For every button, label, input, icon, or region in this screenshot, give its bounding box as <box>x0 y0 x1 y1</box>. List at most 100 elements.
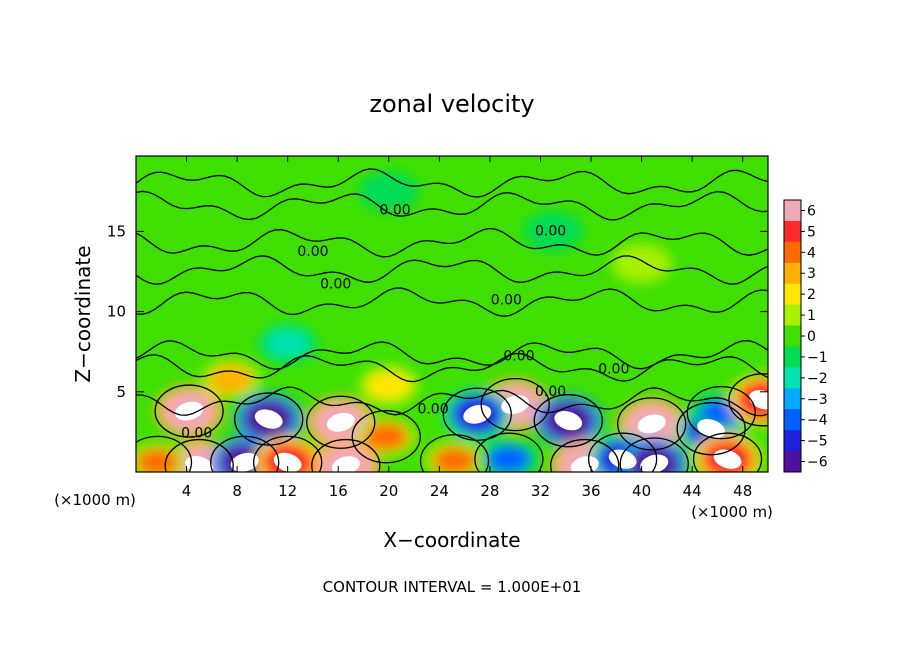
contour-loop <box>311 438 381 472</box>
field-core <box>554 411 583 431</box>
contour-label: 0.00 <box>380 203 411 219</box>
contour-line <box>136 190 768 221</box>
colorbar-swatch <box>784 220 801 243</box>
field-anomaly <box>432 446 477 472</box>
x-tick-label: 20 <box>379 482 398 500</box>
contour-label: 0.00 <box>417 401 448 417</box>
x-tick-label: 48 <box>733 482 752 500</box>
field-core <box>331 456 360 472</box>
contour-loop <box>419 434 490 472</box>
field-core <box>273 452 302 472</box>
field-anomaly <box>265 329 310 358</box>
colorbar-swatch <box>784 388 801 410</box>
contour-loop <box>306 395 376 449</box>
contour-loop <box>588 432 658 472</box>
field-anomaly <box>366 177 411 206</box>
colorbar-tick-label: 4 <box>807 245 816 261</box>
colorbar-swatch <box>784 262 801 285</box>
contour-loop <box>686 385 756 440</box>
x-tick-label: 44 <box>683 482 702 500</box>
contour-loop <box>692 432 763 472</box>
colorbar-swatch <box>784 367 801 389</box>
colorbar: 6 5 4 3 2 1 0 −1 −2 −3 −4 −5 −6 <box>783 199 828 473</box>
field-core <box>749 390 768 410</box>
field-core <box>463 404 492 424</box>
contour-loop <box>253 435 323 472</box>
contour-loop <box>619 437 689 472</box>
field-anomaly <box>619 249 664 278</box>
x-tick-label: 28 <box>480 482 499 500</box>
colorbar-swatch <box>784 304 801 327</box>
y-tick-label: 15 <box>107 222 126 240</box>
contour-loop <box>533 394 603 448</box>
field-anomaly <box>366 371 411 400</box>
contour-loop <box>210 435 280 472</box>
contour-loop <box>164 438 234 472</box>
x-tick-label: 4 <box>182 482 192 500</box>
contour-labels: 0.00 0.00 0.00 0.00 0.00 0.00 0.00 0.00 0.00 0.00 <box>181 203 629 442</box>
colorbar-tick-label: 6 <box>807 203 816 219</box>
x-unit-right: (×1000 m) <box>691 503 773 521</box>
colorbar-tick-label: 3 <box>807 266 816 282</box>
contour-loop <box>676 402 746 456</box>
contour-loop <box>474 432 544 472</box>
contour-line <box>136 168 768 198</box>
x-axis: 4 8 12 16 20 24 28 32 36 40 44 48 <box>182 156 752 500</box>
contour-label: 0.00 <box>535 223 566 239</box>
colorbar-swatch <box>784 451 801 473</box>
contour-line <box>136 255 768 285</box>
contour-interval-note: CONTOUR INTERVAL = 1.000E+01 <box>323 578 582 596</box>
contour-line <box>136 227 768 258</box>
contour-label: 0.00 <box>491 292 522 308</box>
field-core <box>230 452 259 472</box>
contour-label: 0.00 <box>181 426 212 442</box>
field-core <box>326 412 355 432</box>
contour-loop <box>480 377 550 432</box>
x-tick-label: 8 <box>232 482 242 500</box>
colorbar-tick-label: −6 <box>807 455 828 471</box>
y-tick-label: 5 <box>116 383 126 401</box>
colorbar-tick-label: 1 <box>807 308 816 324</box>
contour-lines <box>136 168 768 472</box>
contour-loop <box>136 435 193 472</box>
field-core <box>185 455 214 472</box>
colorbar-swatch <box>784 283 801 306</box>
colorbar-swatch <box>784 430 801 452</box>
colorbar-tick-label: −5 <box>807 434 828 450</box>
colorbar-tick-label: 2 <box>807 287 816 303</box>
contour-line <box>136 352 768 383</box>
field-core <box>254 409 283 429</box>
colorbar-swatch <box>784 346 801 368</box>
field-anomaly <box>486 445 531 472</box>
contour-label: 0.00 <box>320 276 351 292</box>
contour-label: 0.00 <box>297 244 328 260</box>
contour-loop <box>442 387 512 441</box>
x-tick-label: 36 <box>581 482 600 500</box>
plot-area: 0.00 0.00 0.00 0.00 0.00 0.00 0.00 0.00 0.00 0.00 <box>135 155 769 473</box>
contour-label: 0.00 <box>503 349 534 365</box>
field-core <box>637 414 666 434</box>
contour-loop <box>154 384 224 438</box>
x-unit-left: (×1000 m) <box>54 491 136 509</box>
field-anomaly <box>531 217 576 246</box>
contour-loop <box>728 373 768 427</box>
field-core <box>640 454 669 472</box>
y-tick-label: 10 <box>107 303 126 321</box>
colorbar-swatch <box>784 325 801 347</box>
contour-label: 0.00 <box>535 384 566 400</box>
colorbar-tick-label: −1 <box>807 350 828 366</box>
contour-loop <box>550 438 620 472</box>
field-anomaly <box>364 422 409 451</box>
contour-loop <box>234 392 304 446</box>
y-axis: 5 10 15 <box>107 222 768 401</box>
colorbar-swatch <box>784 200 801 222</box>
colorbar-tick-label: −3 <box>807 392 828 408</box>
y-axis-label: Z−coordinate <box>71 245 95 382</box>
velocity-field <box>136 171 768 472</box>
colorbar-swatch <box>784 241 801 264</box>
contour-label: 0.00 <box>598 361 629 377</box>
contour-line <box>136 340 768 370</box>
chart-title: zonal velocity <box>369 90 534 118</box>
plot-frame <box>135 155 769 473</box>
